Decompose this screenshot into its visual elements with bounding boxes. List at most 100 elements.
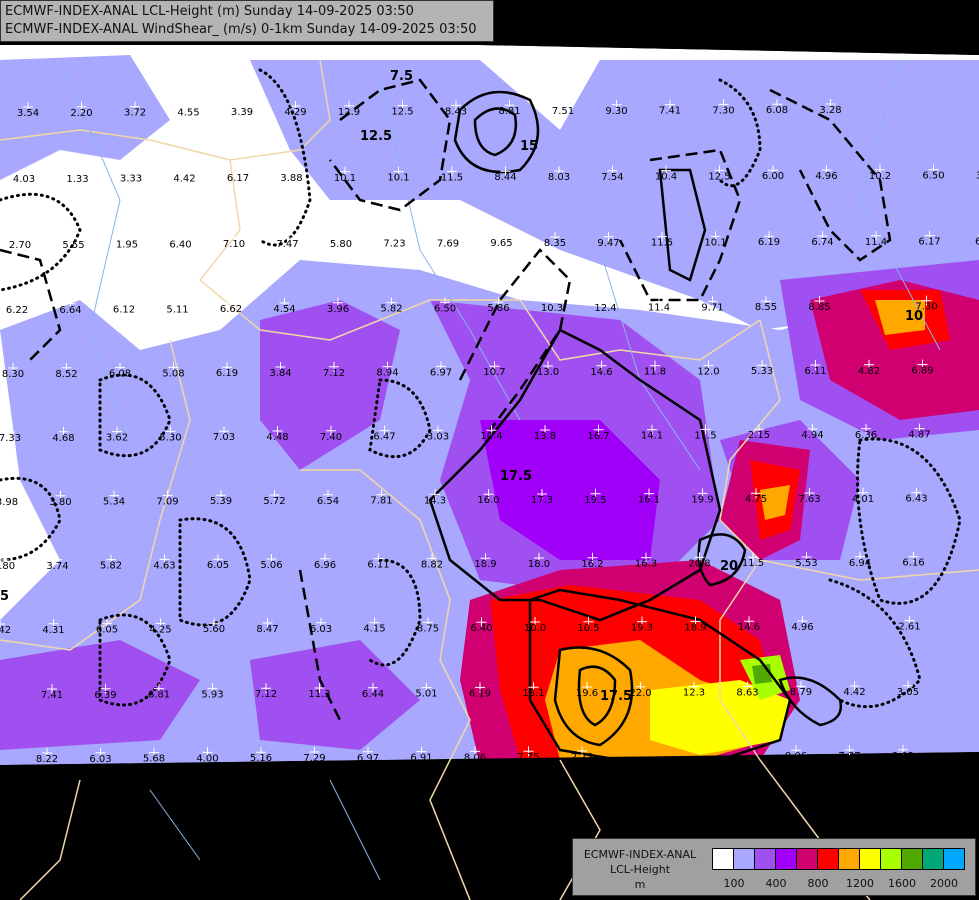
grid-cross — [175, 233, 186, 244]
grid-cross — [611, 99, 622, 110]
windshear-value: 10.1 — [387, 173, 409, 184]
grid-cross — [898, 744, 908, 755]
windshear-value: 3.05 — [897, 687, 919, 698]
legend-swatch — [776, 849, 797, 869]
legend-swatch — [818, 849, 839, 869]
windshear-value: 11.3 — [308, 689, 330, 700]
contour-label: 10 — [905, 309, 923, 324]
grid-cross — [665, 99, 675, 110]
grid-cross — [596, 360, 607, 371]
windshear-value: 12.5 — [391, 107, 413, 118]
contour-label: 7.5 — [390, 69, 413, 84]
windshear-value: 2.15 — [748, 430, 770, 441]
grid-cross — [233, 167, 243, 178]
grid-cross — [690, 616, 701, 627]
windshear-value: 8.75 — [417, 623, 439, 634]
river — [859, 59, 941, 351]
windshear-value: 10.0 — [524, 623, 546, 634]
windshear-value: 5.39 — [210, 496, 232, 507]
outside-domain-top — [480, 45, 979, 55]
grid-cross — [748, 552, 758, 563]
windshear-value: 18.9 — [684, 622, 706, 633]
grid-cross — [430, 489, 440, 500]
grid-cross — [209, 618, 219, 629]
windshear-value: 6.96 — [314, 560, 336, 571]
grid-cross — [647, 424, 657, 435]
windshear-value: 8.55 — [755, 302, 777, 313]
grid-cross — [817, 231, 828, 241]
grid-cross — [583, 616, 594, 627]
grid-cross — [222, 362, 232, 373]
grid-cross — [12, 299, 22, 309]
windshear-value: 10.4 — [655, 172, 677, 183]
windshear-value: 7.33 — [0, 433, 21, 444]
grid-cross — [547, 297, 557, 307]
grid-cross — [486, 425, 497, 436]
windshear-value: 19.5 — [584, 495, 606, 506]
windshear-value: 13.0 — [537, 367, 559, 378]
windshear-value: 7.09 — [156, 496, 178, 507]
windshear-value: 6.19 — [469, 688, 491, 699]
windshear-value: 1.95 — [116, 240, 138, 251]
windshear-value: 6.03 — [89, 754, 111, 765]
windshear-value: 6.47 — [373, 432, 395, 443]
windshear-value: 6.97 — [357, 753, 379, 764]
windshear-value: 8.06 — [785, 751, 807, 762]
grid-cross — [427, 553, 437, 564]
grid-cross — [844, 745, 855, 755]
lcl-height-field — [0, 45, 979, 900]
windshear-value: 19.6 — [576, 688, 598, 699]
windshear-value: 6.74 — [811, 237, 833, 248]
river — [329, 779, 381, 881]
windshear-value: 7.03 — [213, 432, 235, 443]
grid-cross — [219, 426, 229, 437]
windshear-contour-dotted — [718, 78, 762, 188]
windshear-value: 5.11 — [166, 304, 188, 315]
windshear-value: 4.15 — [363, 624, 385, 635]
windshear-value: 14.3 — [424, 495, 446, 506]
windshear-value: 6.81 — [148, 690, 170, 701]
windshear-value: 3.80 — [0, 561, 15, 572]
country-border — [0, 339, 191, 651]
windshear-value: 6.17 — [918, 237, 940, 248]
windshear-value: 6.11 — [367, 560, 389, 571]
grid-cross — [804, 488, 815, 498]
grid-cross — [689, 681, 699, 692]
grid-cross — [61, 362, 72, 373]
grid-cross — [577, 746, 587, 756]
windshear-value: 4.42 — [173, 173, 195, 184]
grid-cross — [796, 681, 806, 692]
grid-cross — [534, 553, 544, 563]
windshear-value: 3.02 — [892, 751, 914, 762]
windshear-value: 14.6 — [590, 367, 612, 378]
windshear-value: 11.5 — [742, 558, 764, 569]
grid-cross — [593, 424, 604, 435]
windshear-value: 3.98 — [0, 497, 18, 508]
grid-cross — [587, 552, 598, 563]
windshear-value: 3.39 — [231, 107, 253, 118]
windshear-contour-dashed — [0, 248, 62, 361]
windshear-contour-dashed — [618, 148, 742, 302]
grid-cross — [376, 489, 387, 500]
grid-cross — [216, 490, 226, 501]
grid-cross — [661, 165, 671, 176]
windshear-value: 7.41 — [41, 690, 63, 701]
windshear-value: 5.82 — [100, 561, 122, 572]
grid-cross — [389, 232, 400, 243]
windshear-contour-solid — [697, 533, 747, 587]
grid-cross — [710, 231, 721, 242]
windshear-value: 5.33 — [751, 366, 773, 377]
grid-cross — [742, 681, 753, 692]
grid-cross — [19, 168, 29, 178]
windshear-value: 7.29 — [303, 753, 325, 764]
grid-cross — [483, 489, 494, 500]
windshear-value: 4.96 — [815, 171, 837, 182]
grid-cross — [914, 423, 925, 434]
lcl-height-area — [260, 300, 400, 470]
legend-swatch — [923, 849, 944, 869]
river — [379, 79, 521, 421]
windshear-value: 4.94 — [801, 430, 823, 441]
legend-colorbar — [712, 848, 965, 870]
windshear-value: 6.43 — [905, 494, 927, 505]
